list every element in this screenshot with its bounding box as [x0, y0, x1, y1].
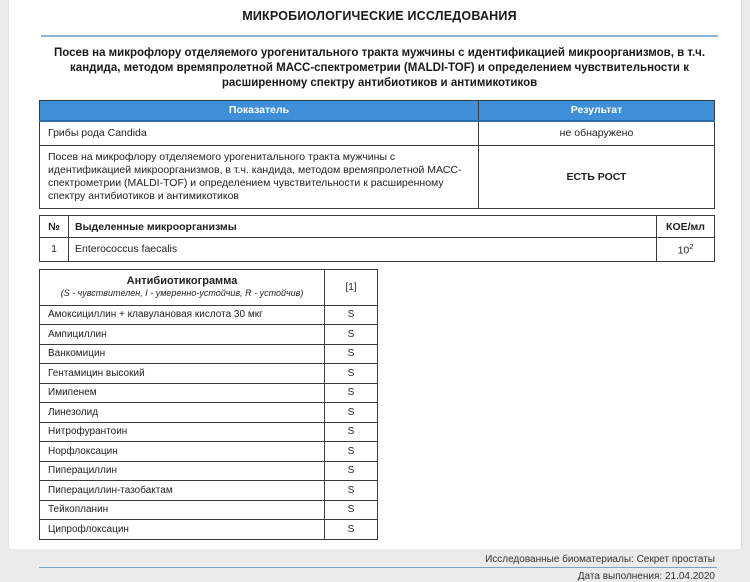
antibiotic-name: Линезолид: [39, 402, 325, 423]
organisms-table: № Выделенные микроорганизмы КОЕ/мл 1 Ent…: [39, 215, 715, 262]
organisms-header-num: №: [39, 215, 69, 238]
result-cell: не обнаружено: [478, 120, 715, 146]
antibiogram-legend: (S - чувствителен, I - умеренно-устойчив…: [60, 288, 304, 298]
antibiotic-name: Ципрофлоксацин: [39, 519, 325, 540]
sensitivity-value: S: [324, 480, 378, 501]
sensitivity-value: S: [324, 499, 378, 520]
result-cell: ЕСТЬ РОСТ: [478, 145, 715, 209]
antibiogram-column-header: [1]: [324, 268, 378, 306]
sensitivity-value: S: [324, 382, 378, 403]
antibiogram-header: Антибиотикограмма (S - чувствителен, I -…: [39, 268, 325, 306]
biomaterials-line: Исследованные биоматериалы: Секрет прост…: [39, 554, 717, 568]
antibiogram-row: Ванкомицин S: [39, 343, 378, 364]
antibiogram-row: Пиперациллин S: [39, 460, 378, 481]
antibiogram-row: Амоксициллин + клавулановая кислота 30 м…: [39, 304, 378, 325]
antibiogram-row: Имипенем S: [39, 382, 378, 403]
cfu-exponent: 2: [689, 242, 694, 251]
antibiotic-name: Нитрофурантоин: [39, 421, 325, 442]
antibiotic-name: Ампициллин: [39, 324, 325, 345]
results-table: Показатель Результат Грибы рода Candida …: [39, 100, 715, 209]
sensitivity-value: S: [324, 402, 378, 423]
document-page: МИКРОБИОЛОГИЧЕСКИЕ ИССЛЕДОВАНИЯ Посев на…: [8, 0, 742, 582]
antibiotic-name: Пиперациллин: [39, 460, 325, 481]
organism-cfu: 102: [656, 237, 715, 262]
results-header-indicator: Показатель: [39, 100, 479, 122]
antibiogram-row: Тейкопланин S: [39, 499, 378, 520]
organisms-header-name: Выделенные микроорганизмы: [68, 215, 657, 238]
antibiogram-row: Нитрофурантоин S: [39, 421, 378, 442]
sensitivity-value: S: [324, 363, 378, 384]
organism-number: 1: [39, 237, 69, 262]
antibiotic-name: Амоксициллин + клавулановая кислота 30 м…: [39, 304, 325, 325]
table-row: Грибы рода Candida не обнаружено: [39, 120, 715, 146]
antibiotic-name: Гентамицин высокий: [39, 363, 325, 384]
sensitivity-value: S: [324, 519, 378, 540]
antibiogram-row: Норфлоксацин S: [39, 441, 378, 462]
organisms-header-row: № Выделенные микроорганизмы КОЕ/мл: [39, 215, 715, 238]
execution-date: Дата выполнения: 21.04.2020: [577, 570, 715, 582]
sensitivity-value: S: [324, 324, 378, 345]
sensitivity-value: S: [324, 343, 378, 364]
antibiogram-table: Антибиотикограмма (S - чувствителен, I -…: [39, 268, 378, 540]
antibiogram-row: Гентамицин высокий S: [39, 363, 378, 384]
title-divider: [41, 35, 718, 37]
organisms-header-cfu: КОЕ/мл: [656, 215, 715, 238]
sensitivity-value: S: [324, 441, 378, 462]
results-header-result: Результат: [478, 100, 715, 122]
table-row: 1 Enterococcus faecalis 102: [39, 237, 715, 262]
sensitivity-value: S: [324, 421, 378, 442]
antibiotic-name: Ванкомицин: [39, 343, 325, 364]
antibiogram-row: Ципрофлоксацин S: [39, 519, 378, 540]
report-footer: Исследованные биоматериалы: Секрет прост…: [39, 554, 717, 582]
antibiogram-title: Антибиотикограмма: [126, 275, 238, 287]
sensitivity-value: S: [324, 460, 378, 481]
antibiogram-row: Ампициллин S: [39, 324, 378, 345]
antibiogram-row: Линезолид S: [39, 402, 378, 423]
table-row: Посев на микрофлору отделяемого урогенит…: [39, 145, 715, 209]
antibiogram-row: Пиперациллин-тазобактам S: [39, 480, 378, 501]
indicator-cell: Грибы рода Candida: [39, 120, 479, 146]
antibiogram-header-row: Антибиотикограмма (S - чувствителен, I -…: [39, 268, 378, 306]
page-title: МИКРОБИОЛОГИЧЕСКИЕ ИССЛЕДОВАНИЯ: [242, 9, 517, 23]
sensitivity-value: S: [324, 304, 378, 325]
cfu-base: 10: [677, 244, 690, 257]
test-description: Посев на микрофлору отделяемого урогенит…: [53, 47, 706, 89]
antibiotic-name: Пиперациллин-тазобактам: [39, 480, 325, 501]
indicator-cell: Посев на микрофлору отделяемого урогенит…: [39, 145, 479, 209]
organism-name: Enterococcus faecalis: [68, 237, 657, 262]
antibiotic-name: Тейкопланин: [39, 499, 325, 520]
antibiotic-name: Норфлоксацин: [39, 441, 325, 462]
antibiotic-name: Имипенем: [39, 382, 325, 403]
results-header-row: Показатель Результат: [39, 100, 715, 122]
